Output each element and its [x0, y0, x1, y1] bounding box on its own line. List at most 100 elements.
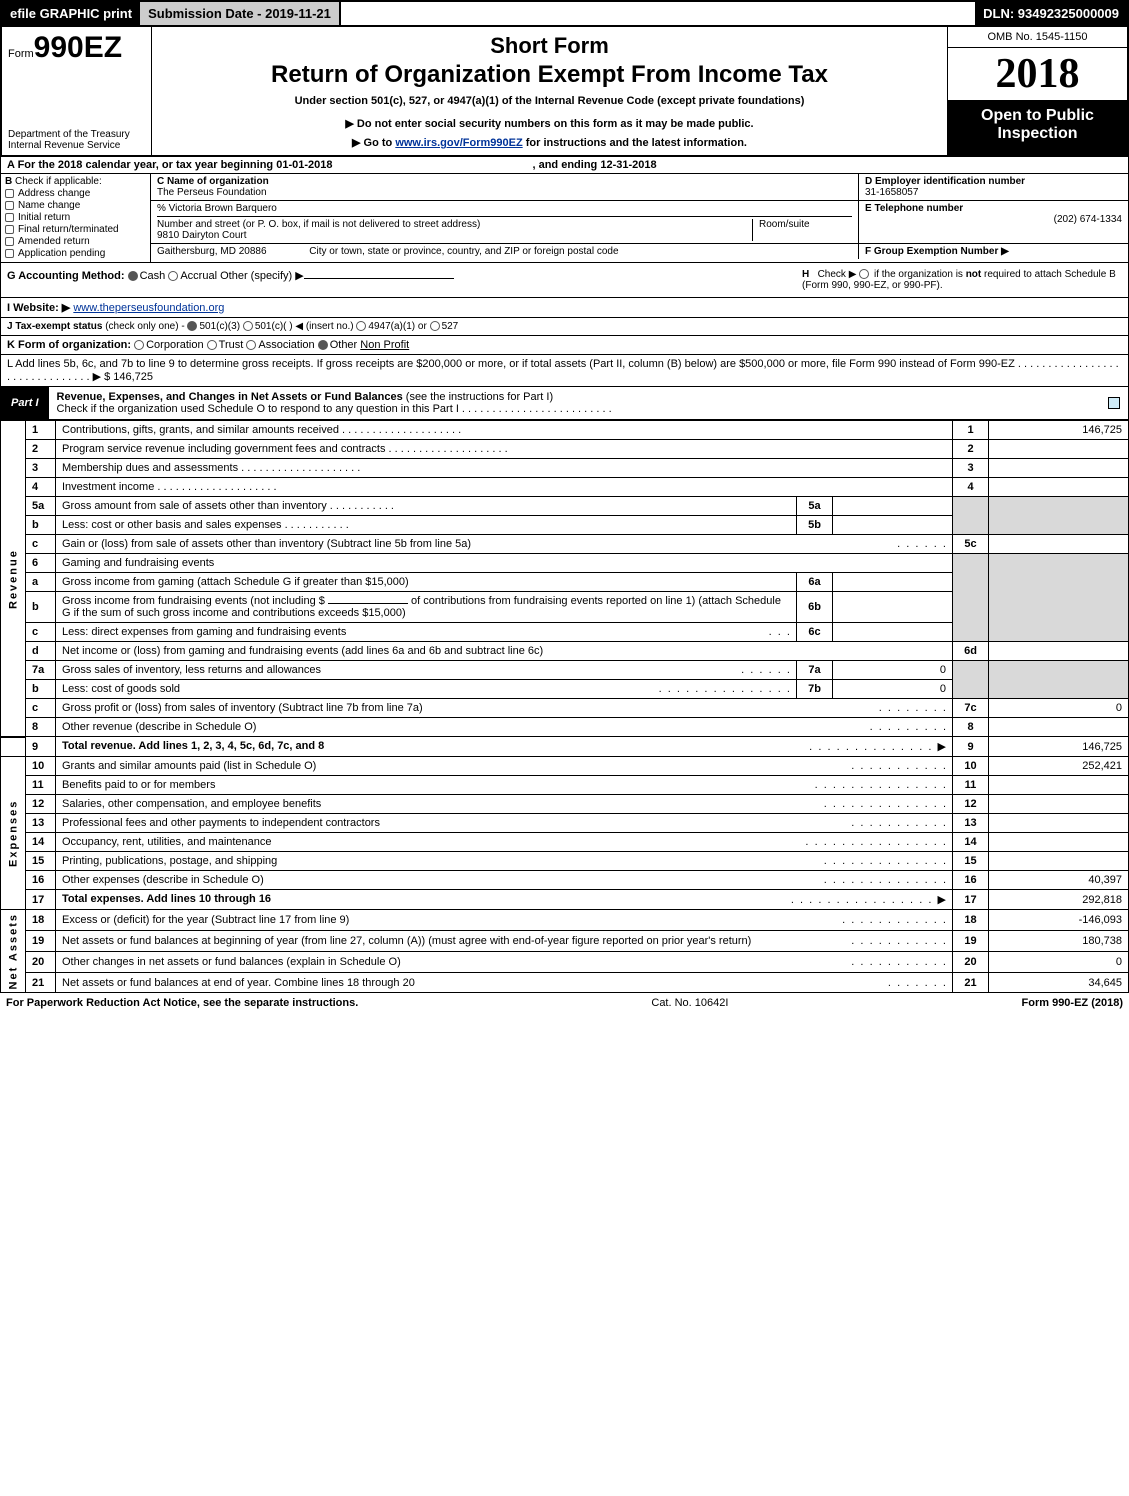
other-value: Non Profit	[360, 339, 409, 351]
line-num: c	[26, 535, 56, 554]
radio-corp-icon[interactable]	[134, 340, 144, 350]
mid-box: 6c	[797, 623, 833, 642]
section-l: L Add lines 5b, 6c, and 7b to line 9 to …	[0, 355, 1129, 387]
line-box: 14	[953, 833, 989, 852]
radio-501c3-icon[interactable]	[187, 321, 197, 331]
chk-amended-return[interactable]: Amended return	[5, 236, 146, 247]
line-num: a	[26, 573, 56, 592]
header-left: Form990EZ Department of the Treasury Int…	[2, 27, 152, 155]
cash-label: Cash	[140, 270, 166, 282]
other-specify-line[interactable]	[304, 278, 454, 279]
line-num: 5a	[26, 497, 56, 516]
table-row: c Gain or (loss) from sale of assets oth…	[1, 535, 1129, 554]
mid-amt: 0	[833, 680, 953, 699]
opt-other: Other	[330, 339, 358, 351]
do-not-enter: ▶ Do not enter social security numbers o…	[164, 117, 935, 130]
opt-assoc: Association	[258, 339, 314, 351]
radio-cash-icon[interactable]	[128, 271, 138, 281]
submission-date: Submission Date - 2019-11-21	[140, 2, 341, 25]
radio-other-icon[interactable]	[318, 340, 328, 350]
shade-cell	[953, 554, 989, 642]
part1-header: Part I Revenue, Expenses, and Changes in…	[0, 387, 1129, 420]
line-num: 11	[26, 776, 56, 795]
section-a-mid: , and ending	[532, 159, 600, 171]
short-form-title: Short Form	[164, 33, 935, 59]
other-specify: Other (specify) ▶	[220, 270, 304, 282]
radio-h-icon[interactable]	[859, 269, 869, 279]
org-name-cell: C Name of organization The Perseus Found…	[151, 174, 858, 200]
arrow-icon: ▶	[1001, 246, 1009, 257]
sections-gh: G Accounting Method: Cash Accrual Other …	[0, 263, 1129, 298]
line-box: 6d	[953, 642, 989, 661]
line-amt: 34,645	[989, 972, 1129, 993]
h-not: not	[966, 269, 982, 280]
table-row: 12 Salaries, other compensation, and emp…	[1, 795, 1129, 814]
line-desc: Investment income	[56, 478, 953, 497]
radio-assoc-icon[interactable]	[246, 340, 256, 350]
radio-501c-icon[interactable]	[243, 321, 253, 331]
table-row: 7a Gross sales of inventory, less return…	[1, 661, 1129, 680]
radio-527-icon[interactable]	[430, 321, 440, 331]
line-amt: 0	[989, 699, 1129, 718]
line-desc: Gross profit or (loss) from sales of inv…	[56, 699, 953, 718]
opt-corp: Corporation	[146, 339, 203, 351]
shade-cell	[989, 554, 1129, 642]
line-box: 12	[953, 795, 989, 814]
table-row: 8 Other revenue (describe in Schedule O)…	[1, 718, 1129, 737]
checkbox-icon	[5, 189, 14, 198]
line-desc: Gross income from gaming (attach Schedul…	[56, 573, 797, 592]
group-exemption-label: F Group Exemption Number	[865, 246, 998, 257]
line-num: 19	[26, 930, 56, 951]
mid-box: 5a	[797, 497, 833, 516]
website-link[interactable]: www.theperseusfoundation.org	[73, 302, 224, 314]
line-num: 8	[26, 718, 56, 737]
line-amt: 0	[989, 951, 1129, 972]
line-num: 18	[26, 910, 56, 931]
radio-4947-icon[interactable]	[356, 321, 366, 331]
table-row: 15 Printing, publications, postage, and …	[1, 852, 1129, 871]
line-desc: Professional fees and other payments to …	[56, 814, 953, 833]
chk-application-pending[interactable]: Application pending	[5, 248, 146, 259]
line-num: 3	[26, 459, 56, 478]
line-amt	[989, 459, 1129, 478]
irs-link[interactable]: www.irs.gov/Form990EZ	[395, 137, 522, 149]
line-num: d	[26, 642, 56, 661]
line-desc: Total revenue. Add lines 1, 2, 3, 4, 5c,…	[56, 737, 953, 757]
line-box: 21	[953, 972, 989, 993]
mid-box: 7a	[797, 661, 833, 680]
dept-line2: Internal Revenue Service	[8, 140, 145, 151]
chk-label: Final return/terminated	[18, 224, 119, 235]
line-amt: -146,093	[989, 910, 1129, 931]
checkbox-icon	[5, 213, 14, 222]
goto-post: for instructions and the latest informat…	[523, 137, 747, 149]
chk-address-change[interactable]: Address change	[5, 188, 146, 199]
line-amt	[989, 478, 1129, 497]
line-desc: Less: direct expenses from gaming and fu…	[56, 623, 797, 642]
line-desc: Grants and similar amounts paid (list in…	[56, 757, 953, 776]
chk-name-change[interactable]: Name change	[5, 200, 146, 211]
footer-center: Cat. No. 10642I	[651, 997, 728, 1009]
line-desc: Membership dues and assessments	[56, 459, 953, 478]
radio-trust-icon[interactable]	[207, 340, 217, 350]
sections-bcdef: B Check if applicable: Address change Na…	[0, 174, 1129, 263]
table-row: 4 Investment income 4	[1, 478, 1129, 497]
opt-527: 527	[442, 321, 459, 332]
goto-line: ▶ Go to www.irs.gov/Form990EZ for instru…	[164, 136, 935, 149]
table-row: Revenue 1 Contributions, gifts, grants, …	[1, 421, 1129, 440]
line-amt: 180,738	[989, 930, 1129, 951]
h-text2: if the organization is	[874, 269, 966, 280]
line-box: 10	[953, 757, 989, 776]
opt-4947: 4947(a)(1) or	[368, 321, 426, 332]
efile-label: efile GRAPHIC print	[2, 2, 140, 25]
chk-label: Name change	[18, 200, 80, 211]
topbar: efile GRAPHIC print Submission Date - 20…	[0, 0, 1129, 27]
radio-accrual-icon[interactable]	[168, 271, 178, 281]
line-desc: Printing, publications, postage, and shi…	[56, 852, 953, 871]
h-label: H	[802, 269, 809, 280]
chk-final-return[interactable]: Final return/terminated	[5, 224, 146, 235]
chk-initial-return[interactable]: Initial return	[5, 212, 146, 223]
part1-title: Revenue, Expenses, and Changes in Net As…	[57, 391, 403, 403]
part1-checkbox-icon[interactable]	[1108, 397, 1120, 409]
mid-amt	[833, 497, 953, 516]
line-desc: Benefits paid to or for members. . . . .…	[56, 776, 953, 795]
